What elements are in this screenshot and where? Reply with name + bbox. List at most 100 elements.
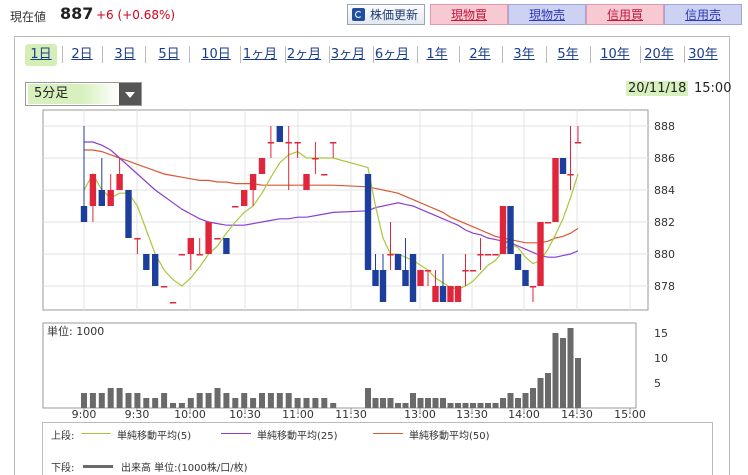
volume-tick-label: 15 — [654, 327, 668, 340]
legend-series-name: 単純移動平均(5) — [117, 431, 192, 442]
chart-date: 20/11/18 — [626, 81, 689, 96]
period-divider — [546, 46, 547, 63]
volume-bar — [477, 403, 484, 408]
candle-body — [514, 254, 522, 270]
candle-body — [567, 174, 574, 176]
volume-bar — [567, 328, 574, 408]
volume-bar — [492, 403, 499, 408]
candle-body — [417, 270, 424, 286]
chevron-down-icon[interactable] — [119, 83, 141, 105]
candle-body — [80, 206, 88, 222]
volume-bar — [372, 398, 379, 408]
candle-body — [232, 206, 239, 208]
period-tab-13[interactable]: 5年 — [557, 47, 579, 62]
period-tab-3[interactable]: 3日 — [114, 47, 136, 62]
period-tab-16[interactable]: 30年 — [688, 47, 718, 62]
period-tab-8[interactable]: 3ヶ月 — [330, 47, 366, 62]
period-tab-11[interactable]: 2年 — [469, 47, 491, 62]
current-price-label: 現在値 — [10, 10, 47, 24]
candle-body — [330, 142, 337, 144]
trade-button-3[interactable]: 信用買 — [586, 4, 664, 25]
period-tab-15[interactable]: 20年 — [644, 47, 674, 62]
volume-tick-label: 10 — [654, 352, 668, 365]
period-tab-9[interactable]: 6ヶ月 — [374, 47, 410, 62]
volume-bar — [205, 393, 212, 408]
legend-swatch — [81, 433, 111, 434]
volume-bar — [125, 393, 132, 408]
period-divider — [285, 46, 286, 63]
legend-lower-label: 下段: — [51, 463, 75, 474]
volume-bar — [152, 398, 159, 408]
candle-body — [89, 174, 97, 206]
candle-body — [559, 158, 567, 174]
volume-bar — [276, 393, 283, 408]
candle-body — [223, 238, 230, 254]
volume-bar — [575, 358, 581, 408]
period-divider — [684, 46, 685, 63]
period-tab-5[interactable]: 10日 — [201, 47, 231, 62]
candle-body — [169, 302, 177, 304]
volume-bar — [425, 398, 431, 408]
candle-body — [462, 270, 469, 272]
period-tab-2[interactable]: 2日 — [71, 47, 93, 62]
chart-panel — [14, 36, 730, 475]
candle-body — [574, 142, 582, 144]
period-tab-1[interactable]: 1日 — [25, 44, 57, 66]
ma50-line — [84, 149, 579, 244]
refresh-price-button[interactable]: 株価更新 — [347, 4, 425, 25]
volume-bar — [440, 398, 446, 408]
period-divider — [240, 46, 241, 63]
volume-bar — [143, 398, 150, 408]
trade-button-4[interactable]: 信用売 — [664, 4, 742, 25]
volume-bar — [294, 398, 301, 408]
candle-body — [537, 222, 544, 286]
x-tick-label: 9:30 — [125, 408, 150, 421]
candle-body — [285, 142, 292, 144]
x-tick-label: 14:00 — [508, 408, 540, 421]
candle-body — [125, 190, 132, 238]
volume-bar — [447, 403, 454, 408]
trade-button-1[interactable]: 現物買 — [430, 4, 508, 25]
volume-bar — [507, 393, 514, 408]
candle-body — [379, 270, 387, 302]
legend-swatch — [221, 433, 251, 434]
candle-body — [178, 254, 186, 256]
period-tab-10[interactable]: 1年 — [426, 47, 448, 62]
candle-body — [522, 270, 529, 286]
legend-upper-label: 上段: — [51, 431, 75, 442]
volume-bar — [545, 373, 551, 408]
candle-body — [529, 286, 537, 288]
x-tick-label: 11:30 — [335, 408, 367, 421]
volume-bar — [515, 398, 521, 408]
period-tab-6[interactable]: 1ヶ月 — [242, 47, 278, 62]
volume-bar — [214, 388, 221, 408]
volume-bar — [410, 393, 416, 408]
period-tab-14[interactable]: 10年 — [600, 47, 630, 62]
period-tab-7[interactable]: 2ヶ月 — [286, 47, 322, 62]
candle-body — [439, 286, 447, 302]
price-tick-label: 884 — [654, 184, 675, 197]
price-change: +6 (+0.68%) — [96, 8, 176, 22]
candle-body — [544, 222, 552, 224]
candle-body — [552, 158, 559, 222]
interval-select[interactable]: 5分足 — [25, 82, 142, 106]
candle-body — [249, 174, 257, 190]
candle-body — [424, 270, 432, 272]
candle-body — [409, 254, 417, 302]
volume-bar — [161, 393, 168, 408]
volume-bar — [89, 393, 96, 408]
period-tab-12[interactable]: 3年 — [513, 47, 535, 62]
x-tick-label: 13:30 — [456, 408, 488, 421]
candle-body — [454, 286, 462, 302]
period-divider — [502, 46, 503, 63]
candle-body — [312, 158, 319, 160]
volume-bar — [267, 393, 274, 408]
trade-button-2[interactable]: 現物売 — [508, 4, 586, 25]
legend-series-name: 単純移動平均(50) — [409, 431, 490, 442]
x-tick-label: 14:30 — [561, 408, 593, 421]
volume-bar — [285, 393, 292, 408]
volume-bar — [178, 403, 185, 408]
volume-bar — [232, 398, 239, 408]
volume-bar — [432, 398, 439, 408]
period-tab-4[interactable]: 5日 — [158, 47, 180, 62]
